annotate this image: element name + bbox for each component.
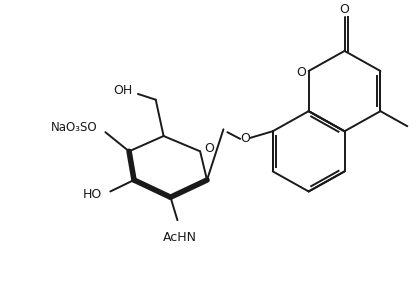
Text: O: O (339, 3, 349, 16)
Text: O: O (240, 132, 250, 146)
Text: AcHN: AcHN (163, 231, 197, 244)
Text: O: O (204, 142, 214, 155)
Text: O: O (296, 66, 306, 79)
Text: OH: OH (113, 84, 132, 97)
Text: HO: HO (83, 188, 103, 201)
Text: NaO₃SO: NaO₃SO (51, 121, 98, 134)
